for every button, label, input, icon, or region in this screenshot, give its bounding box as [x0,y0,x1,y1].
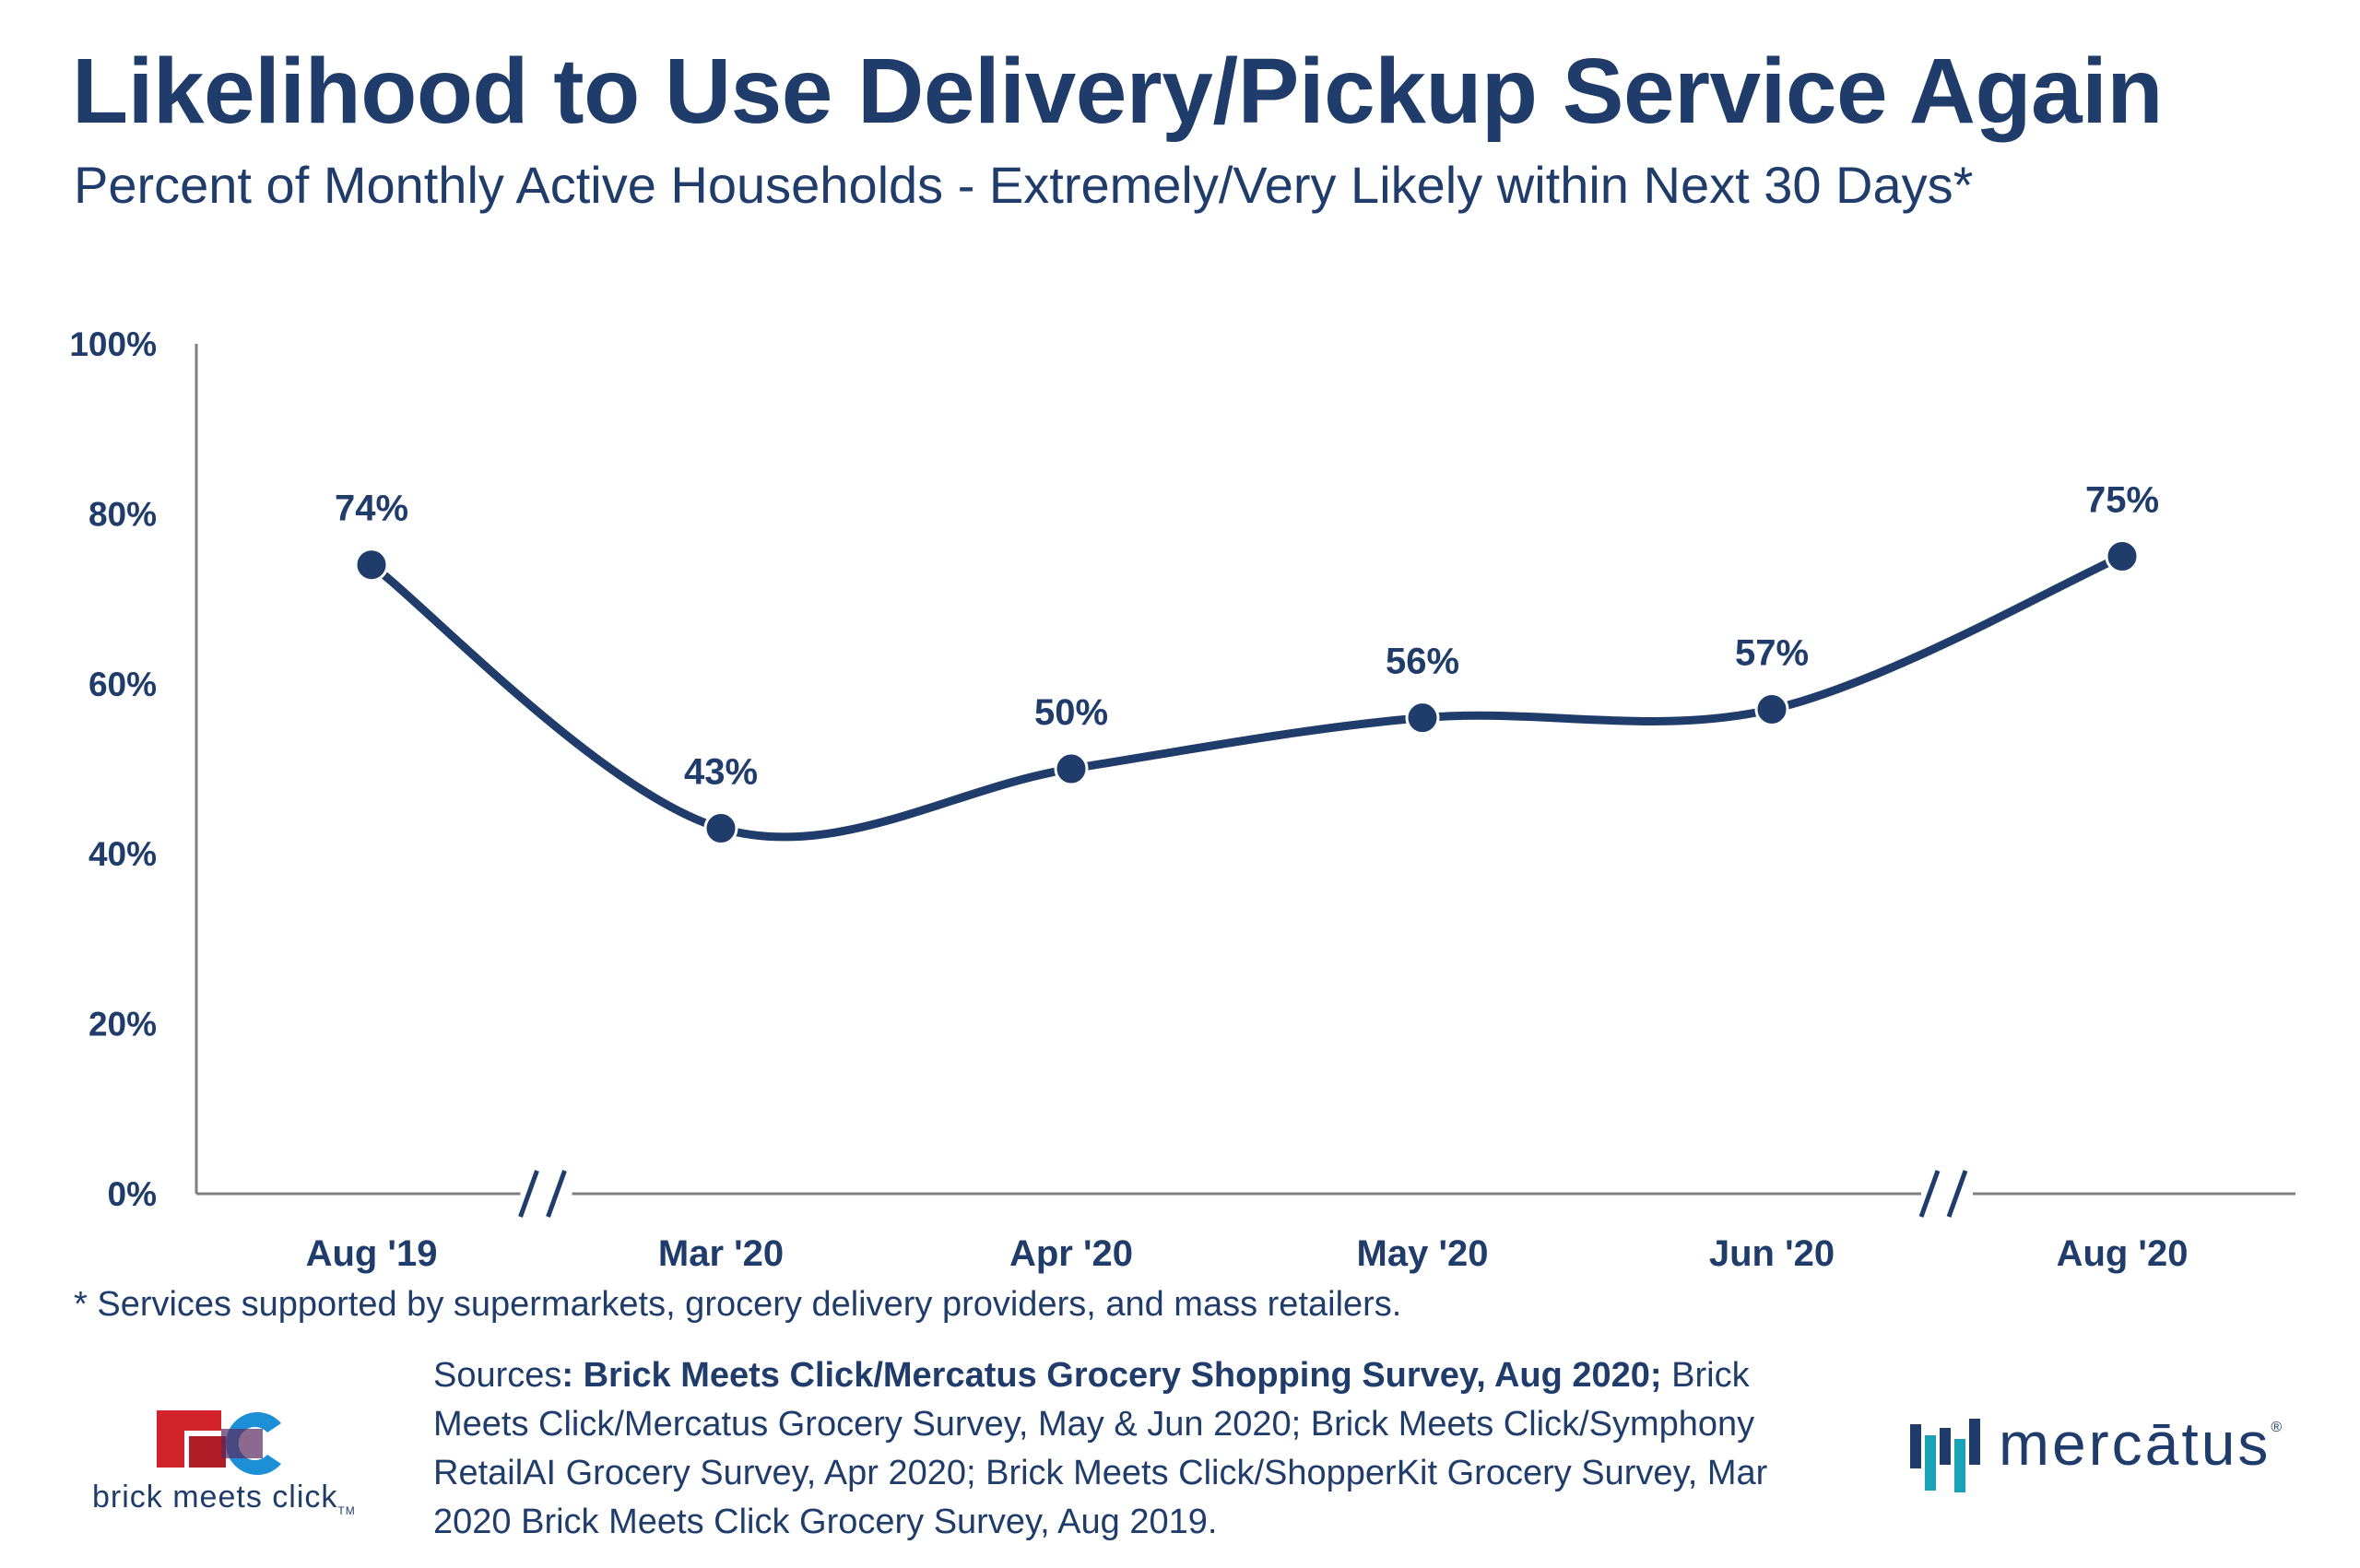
sources-bold: : Brick Meets Click/Mercatus Grocery Sho… [561,1356,1662,1395]
axis-break-slash [546,1170,567,1218]
chart-axes [195,344,2295,1196]
data-point [1054,751,1089,786]
x-tick-label: Aug '19 [306,1233,438,1274]
data-label: 57% [1735,632,1809,673]
data-label: 50% [1034,692,1108,733]
chart-subtitle: Percent of Monthly Active Households - E… [74,156,1974,214]
footnote: * Services supported by supermarkets, gr… [74,1285,1402,1324]
data-point [1405,701,1440,736]
x-axis-labels: Aug '19 Mar '20 Apr '20 May '20 Jun '20 Aug '… [306,1233,2189,1274]
brick-meets-click-wordmark: brick meets clickTM [92,1480,356,1517]
axis-break-mark [1918,1170,1973,1218]
data-labels: 74% 43% 50% 56% 57% 75% [335,480,2159,793]
y-tick-label: 20% [88,1006,157,1043]
chart-title: Likelihood to Use Delivery/Pickup Servic… [72,40,2164,143]
sources-rest: Brick Meets Click/Mercatus Grocery Surve… [433,1356,1768,1541]
axis-break-mark [518,1170,572,1218]
axis-break-slash [1946,1170,1968,1218]
y-tick-label: 80% [88,495,157,533]
y-tick-label: 40% [88,835,157,873]
sources-text: Sources: Brick Meets Click/Mercatus Groc… [433,1351,1853,1547]
data-label: 56% [1386,642,1459,682]
brick-meets-click-logo-icon [157,1410,281,1475]
axis-break-slash [518,1170,539,1218]
x-tick-label: May '20 [1357,1233,1489,1274]
x-tick-label: Aug '20 [2057,1233,2189,1274]
axis-breaks [518,1170,1973,1218]
y-tick-label: 60% [88,666,157,703]
y-tick-label: 100% [69,325,157,363]
x-tick-label: Jun '20 [1709,1233,1835,1274]
data-points [354,539,2140,846]
mercatus-logo-icon [1910,1419,1980,1492]
mercatus-wordmark: mercātus® [1999,1409,2285,1478]
x-tick-label: Apr '20 [1009,1233,1133,1274]
data-label: 43% [684,752,758,793]
data-point [1754,691,1789,726]
series-line [367,552,2127,842]
data-point [703,811,738,846]
y-tick-label: 0% [108,1175,157,1213]
data-point [354,548,389,583]
sources-prefix: Sources [433,1356,562,1395]
x-tick-label: Mar '20 [658,1233,784,1274]
data-label: 75% [2085,480,2159,521]
data-point [2105,539,2140,573]
data-label: 74% [335,489,408,529]
axis-break-slash [1918,1170,1941,1218]
y-axis-ticks: 0% 20% 40% 60% 80% 100% [69,325,157,1213]
